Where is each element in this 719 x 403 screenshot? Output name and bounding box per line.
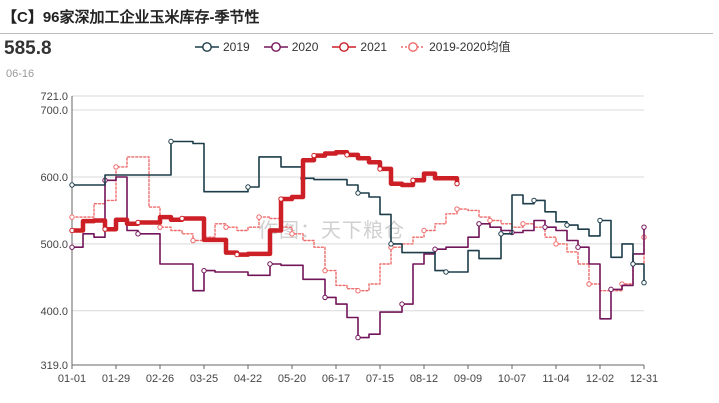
data-point	[597, 217, 603, 224]
x-tick-label: 02-26	[146, 373, 174, 385]
data-point	[69, 182, 75, 188]
data-point	[69, 244, 75, 250]
y-tick-label: 319.0	[40, 360, 68, 372]
x-tick-label: 12-02	[586, 373, 614, 385]
x-tick-label: 04-22	[234, 373, 262, 385]
title-divider	[0, 33, 713, 34]
data-point	[234, 251, 240, 258]
data-point	[135, 219, 141, 226]
latest-date: 06-16	[6, 68, 35, 80]
series-line-2020	[71, 176, 645, 339]
data-point	[432, 246, 438, 252]
data-point	[575, 244, 581, 250]
legend-swatch-icon	[332, 41, 357, 52]
data-point	[344, 152, 350, 158]
data-point	[69, 227, 75, 234]
data-point	[641, 279, 647, 286]
data-point	[641, 224, 647, 230]
legend-item-2019[interactable]: 2019	[195, 38, 250, 55]
data-point	[399, 301, 405, 307]
data-point	[245, 184, 251, 190]
data-point	[289, 231, 295, 237]
data-point	[157, 224, 163, 230]
legend-item-2020[interactable]: 2020	[263, 38, 319, 55]
data-point	[498, 231, 504, 237]
data-point	[168, 138, 174, 145]
data-point	[476, 221, 482, 227]
watermark: 作图：天下粮仓	[258, 220, 405, 242]
y-tick-label: 721.0	[40, 91, 68, 103]
data-point	[410, 177, 416, 184]
data-point	[388, 241, 394, 247]
chart-legend: 2019 2020 2021 2019-2020均值	[195, 38, 511, 55]
data-point	[553, 241, 559, 247]
data-point	[190, 237, 196, 244]
data-point	[608, 286, 614, 293]
data-point	[256, 214, 262, 220]
data-point	[113, 164, 119, 170]
data-point	[454, 206, 460, 212]
latest-value: 585.8	[4, 38, 52, 59]
data-point	[267, 261, 273, 267]
data-point	[377, 166, 383, 172]
data-point	[69, 214, 75, 220]
x-tick-label: 06-17	[322, 373, 350, 385]
series-line-2019-2020均值	[71, 156, 645, 292]
legend-item-2019-2020-avg[interactable]: 2019-2020均值	[401, 38, 511, 55]
data-point	[630, 261, 636, 267]
y-tick-label: 600.0	[40, 172, 68, 184]
x-tick-label: 08-12	[410, 373, 438, 385]
data-point	[531, 197, 537, 204]
data-point	[223, 224, 229, 230]
x-tick-label: 05-20	[278, 373, 306, 385]
series-line-2019	[71, 140, 645, 284]
data-point	[520, 221, 526, 227]
data-point	[454, 180, 460, 187]
legend-label: 2019	[223, 39, 250, 54]
data-point	[564, 222, 570, 228]
x-tick-label: 09-09	[454, 373, 482, 385]
y-tick-label: 700.0	[40, 105, 68, 117]
x-tick-label: 10-07	[498, 373, 526, 385]
data-point	[322, 294, 328, 301]
legend-item-2021[interactable]: 2021	[332, 38, 387, 55]
chart-title: 【C】96家深加工企业玉米库存-季节性	[2, 9, 260, 26]
data-point	[421, 227, 427, 234]
data-point	[311, 152, 317, 159]
data-point	[179, 215, 185, 222]
legend-swatch-icon	[195, 41, 219, 52]
data-point	[443, 269, 449, 275]
y-tick-label: 500.0	[40, 239, 68, 251]
x-tick-label: 12-31	[630, 373, 658, 385]
series-line-2021	[69, 149, 460, 257]
data-point	[355, 190, 361, 196]
data-point	[102, 226, 108, 232]
data-point	[542, 224, 548, 230]
legend-swatch-icon	[263, 41, 288, 52]
legend-label: 2021	[360, 39, 388, 54]
data-point	[201, 267, 207, 274]
legend-label: 2019-2020均值	[429, 40, 511, 54]
data-point	[586, 281, 592, 287]
data-point	[278, 196, 284, 202]
legend-label: 2020	[291, 39, 319, 54]
legend-swatch-icon	[401, 41, 426, 52]
data-point	[487, 217, 493, 224]
data-point	[322, 267, 328, 274]
data-point	[355, 288, 361, 294]
data-point	[355, 334, 361, 341]
x-tick-label: 11-04	[542, 373, 569, 385]
x-tick-label: 07-15	[366, 373, 394, 385]
data-point	[135, 231, 141, 237]
y-tick-label: 400.0	[40, 306, 68, 318]
x-tick-label: 01-01	[58, 373, 86, 385]
x-tick-label: 03-25	[190, 373, 218, 385]
x-tick-label: 01-29	[102, 373, 130, 385]
